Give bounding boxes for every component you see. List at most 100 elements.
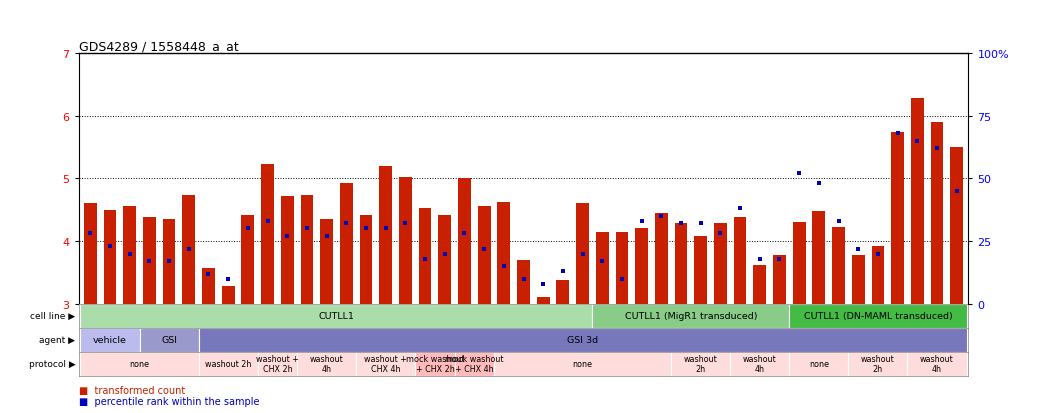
Point — [830, 218, 847, 225]
Bar — [848, 352, 908, 376]
Text: washout
2h: washout 2h — [684, 354, 717, 373]
Bar — [81, 352, 199, 376]
Text: GSI 3d: GSI 3d — [567, 335, 598, 344]
Text: washout +
CHX 4h: washout + CHX 4h — [364, 354, 407, 373]
Bar — [416, 352, 454, 376]
Bar — [320, 219, 333, 304]
Point — [810, 180, 827, 187]
Point — [121, 251, 138, 257]
Point — [358, 225, 375, 232]
Bar — [730, 352, 789, 376]
Bar — [419, 208, 431, 304]
Point — [672, 221, 689, 227]
Text: none: none — [130, 359, 150, 368]
Point — [475, 246, 492, 252]
Point — [535, 281, 552, 287]
Bar — [182, 196, 195, 304]
Point — [397, 221, 414, 227]
Point — [141, 258, 158, 265]
Point — [653, 213, 670, 220]
Text: mock washout
+ CHX 2h: mock washout + CHX 2h — [405, 354, 464, 373]
Point — [614, 275, 630, 282]
Bar — [340, 183, 353, 304]
Bar — [139, 328, 199, 352]
Bar — [517, 260, 530, 304]
Point — [260, 218, 276, 225]
Bar — [655, 213, 668, 304]
Bar — [616, 232, 628, 304]
Bar — [537, 298, 550, 304]
Bar — [671, 352, 730, 376]
Bar — [162, 219, 176, 304]
Point — [929, 145, 945, 152]
Bar — [931, 123, 943, 304]
Point — [850, 246, 867, 252]
Point — [889, 131, 906, 137]
Point — [318, 233, 335, 240]
Bar — [222, 287, 235, 304]
Bar — [81, 328, 139, 352]
Bar — [81, 304, 593, 328]
Bar — [202, 268, 215, 304]
Text: CUTLL1: CUTLL1 — [318, 311, 354, 320]
Bar — [773, 255, 786, 304]
Bar — [793, 223, 805, 304]
Point — [377, 225, 394, 232]
Point — [869, 251, 886, 257]
Bar — [359, 215, 373, 304]
Bar — [674, 224, 688, 304]
Bar — [379, 166, 392, 304]
Bar — [891, 133, 904, 304]
Point — [495, 263, 512, 270]
Bar — [439, 215, 451, 304]
Bar — [852, 255, 865, 304]
Bar — [124, 207, 136, 304]
Bar — [596, 232, 608, 304]
Point — [555, 268, 572, 275]
Text: ■  transformed count: ■ transformed count — [79, 385, 184, 395]
Bar — [84, 204, 96, 304]
Bar — [261, 165, 274, 304]
Bar — [199, 352, 258, 376]
Point — [732, 206, 749, 212]
Point — [102, 243, 118, 250]
Text: washout 2h: washout 2h — [205, 359, 251, 368]
Point — [220, 275, 237, 282]
Bar — [258, 352, 297, 376]
Text: vehicle: vehicle — [93, 335, 127, 344]
Bar — [789, 304, 966, 328]
Bar — [477, 207, 491, 304]
Text: washout +
CHX 2h: washout + CHX 2h — [255, 354, 298, 373]
Point — [279, 233, 295, 240]
Point — [240, 225, 257, 232]
Bar — [636, 229, 648, 304]
Point — [790, 171, 807, 177]
Point — [633, 218, 650, 225]
Bar — [143, 218, 156, 304]
Bar — [754, 265, 766, 304]
Bar — [497, 203, 510, 304]
Point — [456, 230, 473, 237]
Text: washout
4h: washout 4h — [743, 354, 777, 373]
Bar — [454, 352, 494, 376]
Bar — [199, 328, 966, 352]
Point — [692, 221, 709, 227]
Text: cell line ▶: cell line ▶ — [30, 311, 75, 320]
Point — [574, 251, 591, 257]
Text: GSI: GSI — [161, 335, 177, 344]
Bar — [593, 304, 789, 328]
Bar — [399, 178, 411, 304]
Point — [771, 256, 787, 262]
Point — [949, 188, 965, 195]
Text: washout
4h: washout 4h — [920, 354, 954, 373]
Point — [298, 225, 315, 232]
Text: none: none — [573, 359, 593, 368]
Text: CUTLL1 (DN-MAML transduced): CUTLL1 (DN-MAML transduced) — [803, 311, 953, 320]
Bar — [297, 352, 356, 376]
Bar — [694, 236, 707, 304]
Point — [752, 256, 768, 262]
Bar — [908, 352, 966, 376]
Bar — [576, 204, 589, 304]
Text: washout
4h: washout 4h — [310, 354, 343, 373]
Bar — [951, 147, 963, 304]
